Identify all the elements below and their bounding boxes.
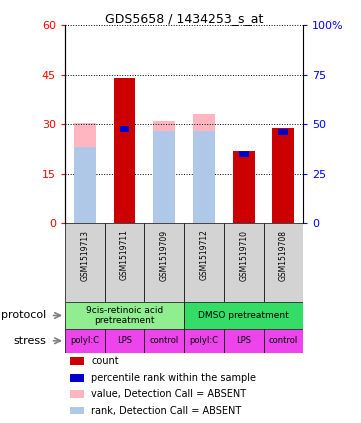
Bar <box>105 223 144 302</box>
Text: GSM1519709: GSM1519709 <box>160 230 169 280</box>
Bar <box>193 114 215 223</box>
Bar <box>114 78 135 223</box>
Text: LPS: LPS <box>236 336 251 345</box>
Bar <box>264 223 303 302</box>
Bar <box>193 131 215 223</box>
Bar <box>184 302 303 329</box>
Text: LPS: LPS <box>117 336 132 345</box>
Text: GSM1519710: GSM1519710 <box>239 230 248 280</box>
Text: 9cis-retinoic acid
pretreatment: 9cis-retinoic acid pretreatment <box>86 306 163 325</box>
Text: control: control <box>269 336 298 345</box>
Bar <box>144 223 184 302</box>
Bar <box>70 407 84 415</box>
Bar <box>224 329 264 353</box>
Bar <box>144 329 184 353</box>
Bar <box>153 131 175 223</box>
Text: count: count <box>91 356 119 366</box>
Text: polyI:C: polyI:C <box>70 336 99 345</box>
Bar <box>105 329 144 353</box>
Bar <box>233 151 255 223</box>
Text: value, Detection Call = ABSENT: value, Detection Call = ABSENT <box>91 389 246 399</box>
Bar <box>70 374 84 382</box>
Text: GSM1519708: GSM1519708 <box>279 230 288 280</box>
Bar <box>184 223 224 302</box>
Text: percentile rank within the sample: percentile rank within the sample <box>91 373 256 382</box>
Bar <box>74 147 96 223</box>
Text: GSM1519712: GSM1519712 <box>200 230 208 280</box>
Text: rank, Detection Call = ABSENT: rank, Detection Call = ABSENT <box>91 406 242 415</box>
Text: stress: stress <box>13 336 46 346</box>
Title: GDS5658 / 1434253_s_at: GDS5658 / 1434253_s_at <box>105 12 263 25</box>
Bar <box>273 128 294 223</box>
Bar <box>278 129 288 135</box>
Bar <box>239 151 249 157</box>
Bar <box>65 302 184 329</box>
Text: protocol: protocol <box>1 310 46 321</box>
Bar <box>70 390 84 398</box>
Bar <box>65 329 105 353</box>
Bar <box>65 223 105 302</box>
Text: GSM1519713: GSM1519713 <box>81 230 89 280</box>
Text: GSM1519711: GSM1519711 <box>120 230 129 280</box>
Bar <box>70 357 84 365</box>
Bar <box>119 126 130 132</box>
Text: DMSO pretreatment: DMSO pretreatment <box>198 311 289 320</box>
Bar <box>264 329 303 353</box>
Text: control: control <box>149 336 179 345</box>
Bar <box>74 123 96 223</box>
Bar <box>224 223 264 302</box>
Bar <box>184 329 224 353</box>
Text: polyI:C: polyI:C <box>190 336 218 345</box>
Bar <box>153 121 175 223</box>
